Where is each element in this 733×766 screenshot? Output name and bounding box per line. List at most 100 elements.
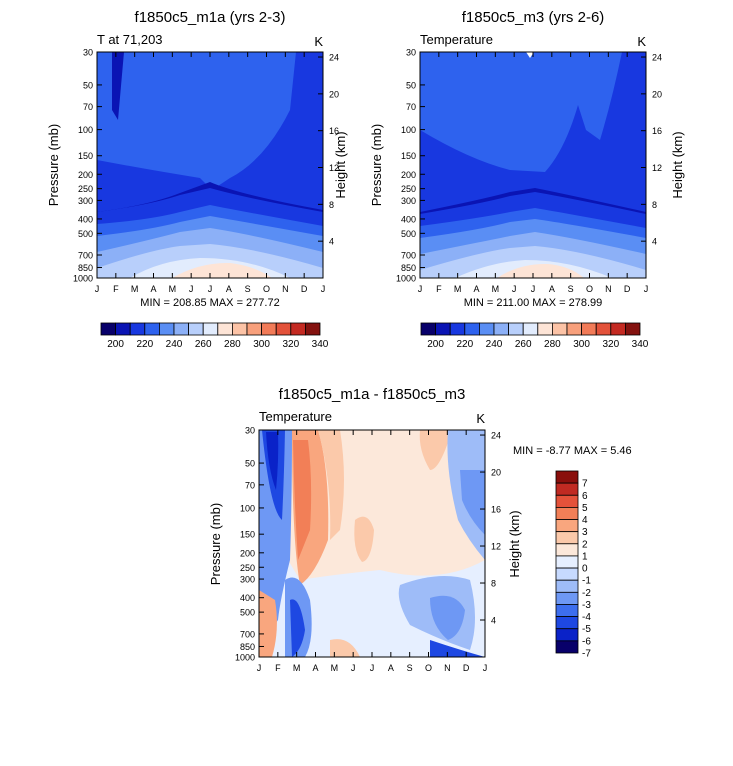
panel-c-fill-warm-surface — [330, 639, 360, 657]
panel-c-fill-cold-peak — [266, 432, 279, 490]
colorbar-label: 0 — [582, 564, 588, 575]
panel-a: f1850c5_m1a (yrs 2-3) T at 71,203 K Pres… — [46, 9, 348, 309]
panel-b-contours — [420, 52, 646, 278]
pressure-tick-label: 300 — [401, 196, 416, 206]
height-tick-label: 12 — [329, 163, 339, 173]
height-tick-label: 12 — [491, 542, 501, 552]
colorbar-swatch — [555, 506, 579, 520]
pressure-tick-label: 250 — [240, 563, 255, 573]
panel-c-fill-warm-edge — [318, 430, 344, 540]
height-tick-label: 16 — [491, 505, 501, 515]
month-tick-label: J — [351, 663, 356, 673]
colorbar-swatch — [555, 591, 579, 605]
pressure-tick-label: 30 — [406, 48, 416, 58]
colorbar-swatch — [493, 322, 510, 336]
panel-c-fill-cold-surface — [430, 640, 485, 657]
pressure-tick-label: 200 — [78, 170, 93, 180]
colorbar-swatch — [555, 543, 579, 557]
month-tick-label: F — [436, 284, 442, 294]
month-tick-label: M — [454, 284, 462, 294]
month-tick-label: D — [463, 663, 470, 673]
month-tick-label: S — [568, 284, 574, 294]
colorbar-swatch — [555, 494, 579, 508]
colorbar-label: 5 — [582, 503, 588, 514]
colorbar-swatch — [522, 322, 539, 336]
month-tick-label: O — [263, 284, 270, 294]
month-tick-label: J — [644, 284, 649, 294]
pressure-tick-label: 50 — [83, 80, 93, 90]
pressure-tick-label: 50 — [245, 459, 255, 469]
panel-a-left-label: T at 71,203 — [97, 32, 163, 47]
pressure-tick-label: 400 — [240, 593, 255, 603]
month-tick-label: N — [282, 284, 289, 294]
pressure-tick-label: 1000 — [73, 274, 93, 284]
colorbar-label: 280 — [224, 339, 241, 350]
pressure-tick-label: 200 — [401, 170, 416, 180]
colorbar-label: 7 — [582, 479, 588, 490]
month-tick-label: J — [95, 284, 100, 294]
height-tick-label: 12 — [652, 163, 662, 173]
pressure-tick-label: 850 — [240, 642, 255, 652]
colorbar-swatch — [555, 640, 579, 654]
height-tick-label: 20 — [329, 89, 339, 99]
colorbar-swatch — [581, 322, 597, 336]
pressure-tick-label: 300 — [240, 575, 255, 585]
month-tick-label: J — [370, 663, 375, 673]
colorbar-swatch — [188, 322, 204, 336]
panel-c-title: f1850c5_m1a - f1850c5_m3 — [279, 386, 466, 403]
panel-b-y2label: Height (km) — [670, 131, 685, 198]
month-tick-label: J — [531, 284, 536, 294]
colorbar-swatch — [144, 322, 160, 336]
height-tick-label: 20 — [491, 468, 501, 478]
month-tick-label: F — [113, 284, 119, 294]
colorbar-swatch — [537, 322, 553, 336]
panel-c-ylabel: Pressure (mb) — [208, 503, 223, 585]
colorbar-swatch — [555, 482, 579, 496]
colorbar-label: 300 — [573, 339, 590, 350]
colorbar-label: -4 — [582, 612, 591, 623]
height-tick-label: 4 — [329, 237, 334, 247]
panel-a-title: f1850c5_m1a (yrs 2-3) — [135, 9, 286, 26]
colorbar-label: 320 — [602, 339, 619, 350]
colorbar-label: 220 — [456, 339, 473, 350]
colorbar-swatch — [290, 322, 306, 336]
colorbar-swatch — [246, 322, 263, 336]
month-tick-label: A — [226, 284, 232, 294]
height-tick-label: 24 — [491, 431, 501, 441]
panel-c-contours — [259, 430, 485, 657]
panel-a-unit-label: K — [314, 34, 323, 49]
colorbar-swatch — [555, 531, 579, 545]
colorbar-label: 6 — [582, 491, 588, 502]
panel-c-fill-cold-right-core — [460, 470, 485, 535]
pressure-tick-label: 700 — [78, 251, 93, 261]
pressure-tick-label: 400 — [78, 214, 93, 224]
panel-b-unit-label: K — [637, 34, 646, 49]
month-tick-label: F — [275, 663, 281, 673]
colorbar-label: 2 — [582, 539, 588, 550]
pressure-tick-label: 100 — [78, 125, 93, 135]
pressure-tick-label: 50 — [406, 80, 416, 90]
month-tick-label: O — [586, 284, 593, 294]
colorbar-label: -1 — [582, 576, 591, 587]
panel-a-contours — [97, 52, 323, 278]
month-tick-label: N — [444, 663, 451, 673]
colorbar-label: 320 — [282, 339, 299, 350]
pressure-tick-label: 1000 — [235, 653, 255, 663]
panel-a-fill-cold-core — [112, 52, 124, 120]
colorbar-swatch — [304, 322, 321, 336]
month-tick-label: A — [312, 663, 318, 673]
colorbar-label: -2 — [582, 588, 591, 599]
month-tick-label: D — [301, 284, 308, 294]
colorbar-swatch — [129, 322, 146, 336]
colorbar-label: -3 — [582, 600, 591, 611]
panel-b-fill-upper-left — [420, 52, 440, 120]
height-tick-label: 20 — [652, 89, 662, 99]
colorbar-swatch — [555, 628, 579, 642]
colorbar-swatch — [435, 322, 451, 336]
colorbar-label: 240 — [166, 339, 183, 350]
month-tick-label: J — [189, 284, 194, 294]
colorbar-label: 220 — [136, 339, 153, 350]
month-tick-label: M — [169, 284, 177, 294]
month-tick-label: A — [388, 663, 394, 673]
